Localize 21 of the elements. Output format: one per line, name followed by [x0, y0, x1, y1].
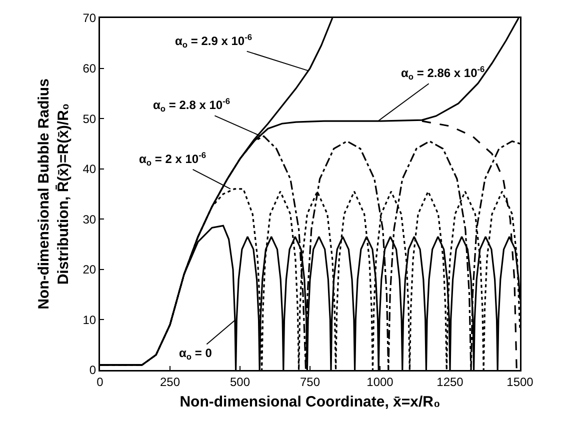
annotation: α$_{o}$ = 2 x 10$^{-6}$	[139, 150, 206, 168]
y-tick-label: 10	[82, 312, 96, 327]
y-tick-label: 30	[82, 212, 96, 226]
annotation: α$_{o}$ = 2.8 x 10$^{-6}$	[153, 96, 230, 114]
y-tick-label: 70	[82, 11, 96, 26]
annotation: α$_{o}$ = 0	[179, 346, 212, 362]
y-tick-label: 0	[89, 363, 96, 378]
x-tick-label: 1250	[436, 374, 464, 389]
y-tick-label: 50	[82, 112, 96, 126]
x-tick-label: 250	[160, 374, 180, 389]
x-tick-label: 500	[230, 374, 250, 389]
y-axis-title: Non-dimensional Bubble Radius Distribution, R̄(x̄)=R(x̄)/R₀	[36, 78, 72, 310]
x-axis-title: Non-dimensional Coordinate, x̄=x/R₀	[180, 394, 440, 411]
annotation: α$_{o}$ = 2.9 x 10$^{-6}$	[175, 32, 252, 50]
x-tick-label: 750	[300, 374, 320, 389]
y-tick-label: 60	[82, 61, 96, 76]
annotation: α$_{o}$ = 2.86 x 10$^{-6}$	[401, 64, 486, 82]
y-tick-label: 20	[82, 262, 96, 277]
x-tick-label: 1000	[366, 374, 394, 389]
x-tick-label: 1500	[506, 374, 534, 389]
y-tick-label: 40	[82, 162, 96, 176]
